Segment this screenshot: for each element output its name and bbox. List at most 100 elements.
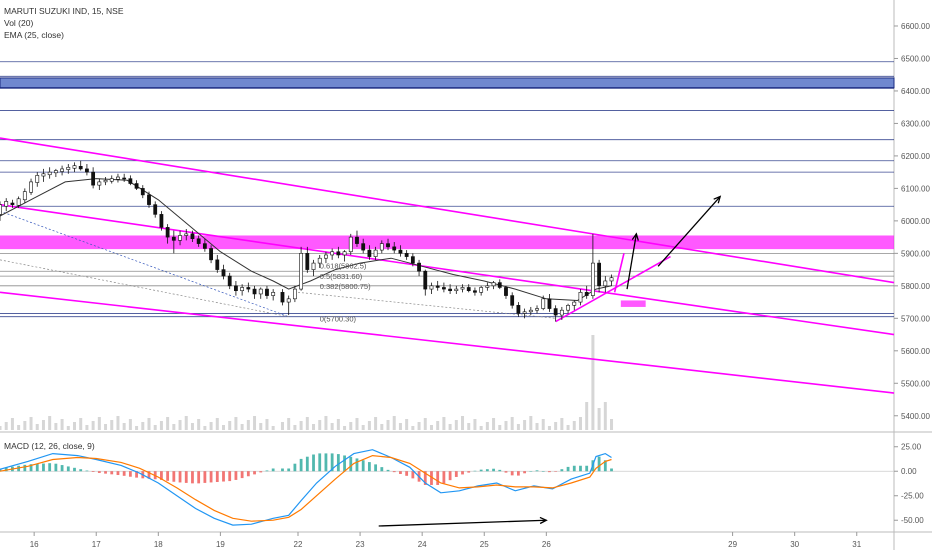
volume-bar — [287, 418, 291, 430]
candle-body — [299, 253, 304, 290]
macd-histogram-bar — [135, 471, 138, 478]
volume-bar — [122, 423, 126, 430]
candle-body — [398, 249, 403, 254]
volume-bar — [423, 418, 427, 430]
macd-histogram-bar — [209, 471, 213, 483]
volume-bar — [485, 422, 489, 430]
candle-body — [373, 249, 378, 257]
candle-body — [4, 201, 9, 207]
volume-bar — [374, 417, 378, 430]
volume-bar — [60, 419, 64, 430]
macd-histogram-bar — [548, 471, 551, 473]
candle-body — [504, 287, 508, 296]
candle-body — [324, 254, 328, 259]
candle-body — [528, 309, 533, 313]
volume-bar — [222, 425, 225, 430]
candle-body — [147, 194, 151, 205]
volume-bar — [547, 426, 551, 430]
macd-histogram-bar — [380, 467, 384, 472]
candle-body — [423, 270, 428, 290]
trendline — [0, 203, 895, 336]
volume-bar — [498, 425, 502, 430]
candle-body — [97, 181, 102, 186]
volume-bar — [336, 419, 340, 430]
fib-ray-line — [0, 259, 289, 318]
trendline — [613, 253, 625, 293]
volume-bar — [97, 417, 101, 430]
candle-body — [128, 178, 133, 184]
candle-body — [60, 168, 64, 172]
volume-bar — [417, 422, 421, 430]
volume-bar — [116, 416, 120, 430]
time-tick-label: 31 — [852, 540, 861, 549]
candle-body — [134, 183, 139, 189]
candle-body — [572, 301, 577, 306]
macd-histogram-bar — [448, 471, 452, 481]
volume-bar — [380, 424, 384, 430]
candle-body — [522, 311, 527, 314]
volume-bar — [349, 422, 353, 430]
volume-bar — [104, 424, 108, 430]
time-tick-label: 17 — [92, 540, 101, 549]
time-tick-label: 24 — [418, 540, 427, 549]
candle-body — [103, 179, 108, 183]
volume-bar — [265, 419, 269, 430]
macd-histogram-bar — [405, 471, 409, 476]
macd-histogram-bar — [66, 466, 70, 472]
time-tick-label: 29 — [728, 540, 737, 549]
volume-bar — [85, 425, 89, 430]
candle-body — [91, 171, 96, 186]
candle-body — [404, 253, 409, 257]
price-tick-label: 6500.00 — [901, 54, 930, 63]
candle-body — [566, 305, 570, 311]
macd-histogram-bar — [523, 471, 527, 474]
price-tick-label: 5900.00 — [901, 249, 930, 258]
volume-bar — [597, 408, 601, 430]
volume-bar — [66, 426, 70, 430]
candle-body — [342, 251, 347, 256]
candle-body — [159, 214, 164, 228]
zone-band — [620, 300, 646, 307]
volume-bar — [166, 417, 170, 430]
macd-histogram-bar — [85, 470, 89, 472]
macd-histogram-bar — [122, 471, 126, 476]
macd-histogram-bar — [442, 471, 446, 484]
volume-bar — [253, 416, 257, 430]
macd-histogram-bar — [191, 471, 194, 484]
time-tick-label: 25 — [480, 540, 489, 549]
macd-histogram-bar — [54, 463, 58, 472]
candle-body — [367, 249, 372, 257]
macd-histogram-bar — [215, 471, 219, 482]
price-tick-label: 6100.00 — [901, 184, 930, 193]
volume-bar — [343, 426, 347, 430]
candle-body — [311, 262, 316, 270]
trendline — [555, 255, 671, 323]
candle-body — [429, 285, 434, 290]
macd-histogram-bar — [271, 468, 275, 472]
candle-body — [392, 246, 397, 251]
macd-histogram-bar — [265, 470, 269, 472]
macd-histogram-bar — [330, 453, 334, 472]
candle-body — [609, 277, 614, 282]
zone-band — [0, 77, 895, 89]
macd-histogram-bar — [60, 465, 64, 472]
time-tick-label: 23 — [356, 540, 365, 549]
macd-histogram-bar — [79, 469, 83, 472]
macd-histogram-bar — [166, 471, 170, 481]
volume-bar — [361, 425, 365, 430]
macd-histogram-bar — [479, 469, 483, 472]
macd-histogram-bar — [222, 471, 225, 482]
macd-histogram-bar — [0, 468, 2, 472]
macd-histogram-bar — [392, 471, 396, 473]
volume-bar — [23, 421, 27, 430]
volume-bar — [209, 422, 213, 430]
volume-bar — [73, 422, 76, 430]
volume-bar — [153, 425, 157, 430]
volume-bar — [454, 420, 458, 430]
macd-histogram-bar — [97, 471, 101, 473]
volume-bar — [367, 421, 371, 430]
macd-histogram-bar — [259, 471, 263, 473]
candle-body — [454, 288, 459, 292]
candle-body — [227, 275, 232, 287]
